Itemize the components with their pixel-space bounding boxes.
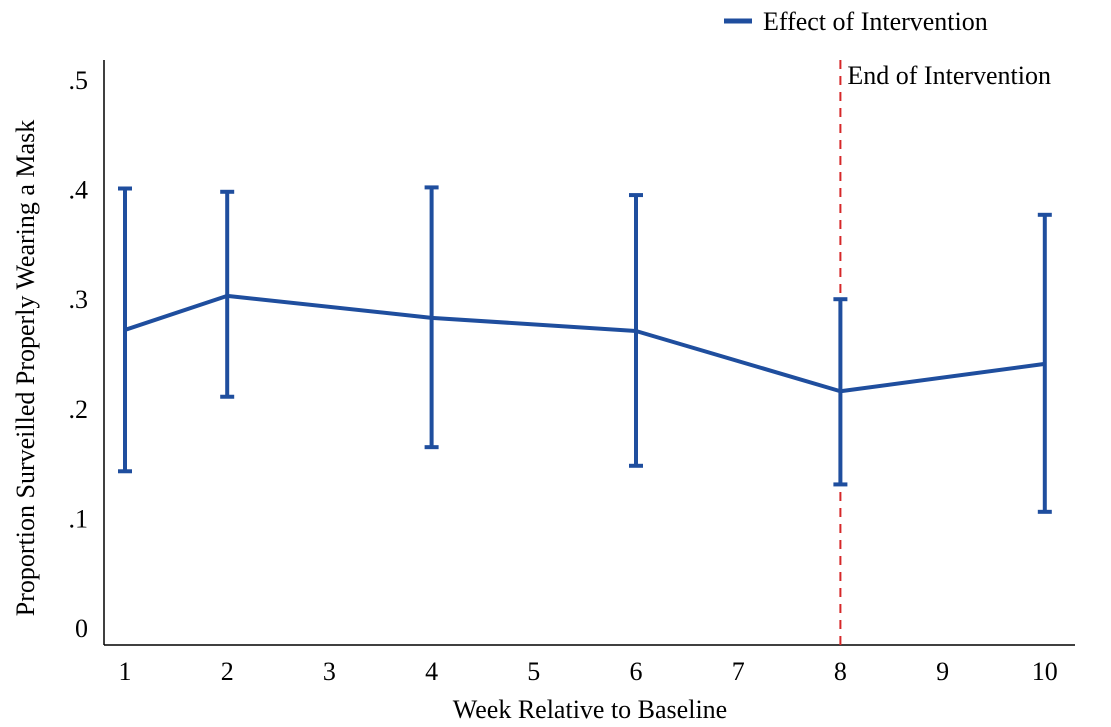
y-tick-label: .2 — [69, 395, 89, 424]
y-tick-label: .3 — [69, 285, 89, 314]
legend-label: Effect of Intervention — [763, 7, 988, 36]
plot-area — [118, 185, 1052, 514]
x-ticks: 1 2 3 4 5 6 7 8 9 10 — [119, 657, 1058, 686]
annotations: End of Intervention — [839, 60, 1051, 645]
legend: Effect of Intervention — [724, 7, 988, 36]
axes — [103, 60, 1075, 646]
x-tick-label: 3 — [323, 657, 336, 686]
y-tick-label: .4 — [69, 176, 89, 205]
x-tick-label: 4 — [425, 657, 438, 686]
x-tick-label: 7 — [732, 657, 745, 686]
series-line — [124, 293, 1046, 394]
y-tick-label: 0 — [75, 614, 88, 643]
end-of-intervention-label: End of Intervention — [847, 61, 1051, 90]
y-tick-label: .1 — [69, 504, 89, 533]
x-tick-label: 10 — [1032, 657, 1058, 686]
x-tick-label: 2 — [221, 657, 234, 686]
x-tick-label: 9 — [936, 657, 949, 686]
y-axis-label: Proportion Surveilled Properly Wearing a… — [11, 120, 40, 616]
y-tick-label: .5 — [69, 66, 89, 95]
x-tick-label: 8 — [834, 657, 847, 686]
x-axis-label: Week Relative to Baseline — [453, 695, 727, 724]
x-tick-label: 6 — [630, 657, 643, 686]
y-ticks: 0 .1 .2 .3 .4 .5 — [69, 66, 89, 643]
x-tick-label: 1 — [119, 657, 132, 686]
x-tick-label: 5 — [527, 657, 540, 686]
